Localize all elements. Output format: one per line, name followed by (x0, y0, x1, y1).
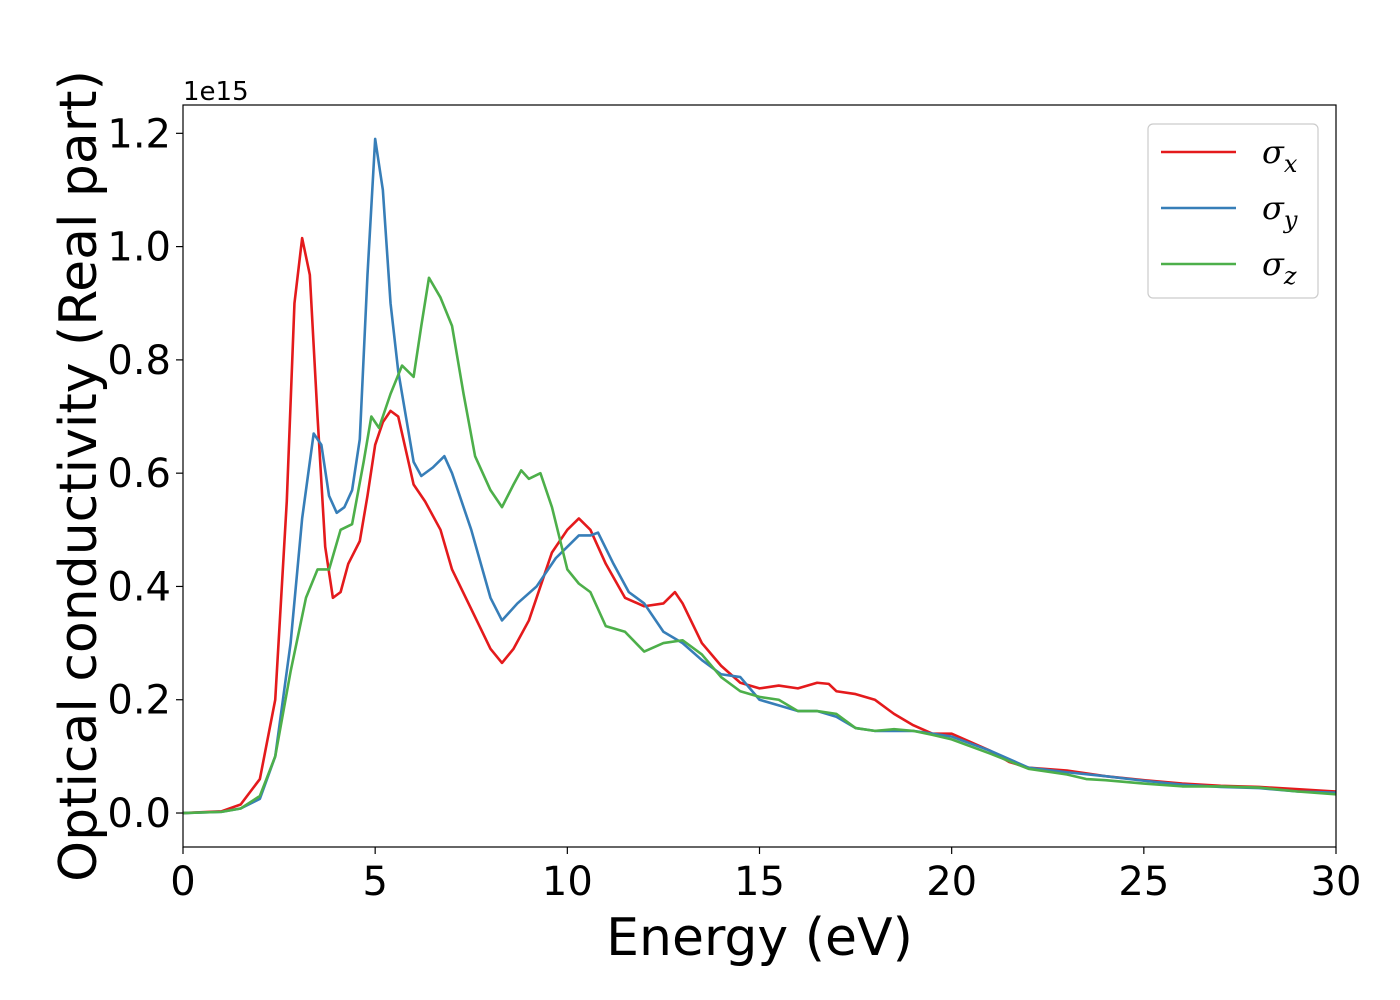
series-line-x (183, 236, 1336, 815)
y-tick-label: 0.0 (107, 791, 171, 837)
y-axis-label: Optical conductivity (Real part) (49, 70, 109, 882)
y-axis-ticks: 0.0 0.2 0.4 0.6 0.8 1.0 1.2 (107, 111, 183, 837)
y-tick-label: 1.2 (107, 111, 171, 157)
legend-entry-y: σy (1262, 189, 1298, 234)
legend-entry-z: σz (1262, 245, 1297, 290)
x-tick-label: 30 (1311, 859, 1362, 905)
y-tick-label: 0.8 (107, 338, 171, 384)
legend-symbol: σ (1262, 133, 1285, 171)
series-line-y (183, 137, 1336, 815)
x-axis-ticks: 0 5 10 15 20 25 30 (170, 847, 1361, 905)
x-tick-label: 10 (542, 859, 593, 905)
x-tick-label: 20 (926, 859, 977, 905)
series-layer (183, 137, 1336, 815)
legend-subscript: y (1283, 206, 1298, 234)
y-tick-label: 0.6 (107, 451, 171, 497)
x-tick-label: 0 (170, 859, 195, 905)
legend-symbol: σ (1262, 189, 1285, 227)
y-axis-offset-label: 1e15 (183, 77, 249, 107)
y-tick-label: 0.4 (107, 564, 171, 610)
legend-subscript: x (1284, 150, 1298, 178)
x-tick-label: 25 (1118, 859, 1169, 905)
x-axis-label: Energy (eV) (606, 908, 913, 968)
x-tick-label: 15 (734, 859, 785, 905)
legend-box (1147, 123, 1319, 299)
legend-symbol: σ (1262, 245, 1285, 283)
legend-entry-x: σx (1262, 133, 1298, 178)
y-tick-label: 1.0 (107, 225, 171, 271)
y-tick-label: 0.2 (107, 678, 171, 724)
x-tick-label: 5 (362, 859, 387, 905)
legend-subscript: z (1283, 262, 1297, 290)
series-line-z (183, 276, 1336, 815)
